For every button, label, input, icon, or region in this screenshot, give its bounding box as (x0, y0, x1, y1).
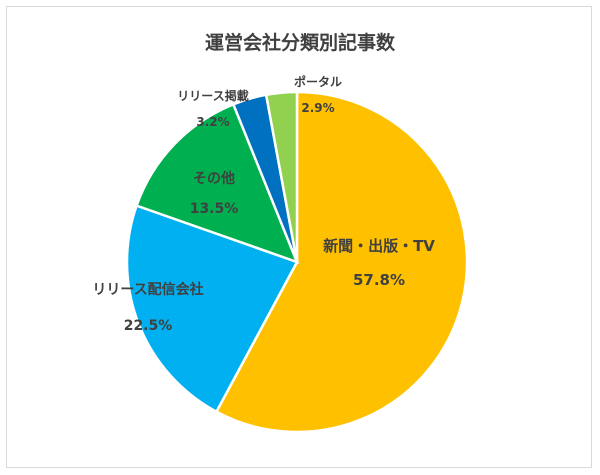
slice-category-label: リリース配信会社 (92, 281, 203, 298)
slice-category-label: その他 (193, 170, 235, 187)
pie-slice (125, 204, 299, 414)
slice-category-label: 新聞・出版・TV (323, 237, 435, 255)
chart-title: 運営会社分類別記事数 (204, 32, 395, 54)
pie-slice (135, 102, 300, 265)
slice-category-label: リリース掲載 (177, 88, 248, 103)
slice-percent-label: 22.5% (124, 318, 173, 334)
slice-category-label: ポータル (294, 74, 342, 89)
slice-percent-label: 2.9% (301, 101, 334, 115)
pie-slice (214, 90, 469, 434)
slice-percent-label: 13.5% (190, 201, 239, 217)
slice-percent-label: 3.2% (196, 115, 229, 129)
slice-percent-label: 57.8% (353, 271, 405, 289)
pie-slice (264, 90, 299, 263)
